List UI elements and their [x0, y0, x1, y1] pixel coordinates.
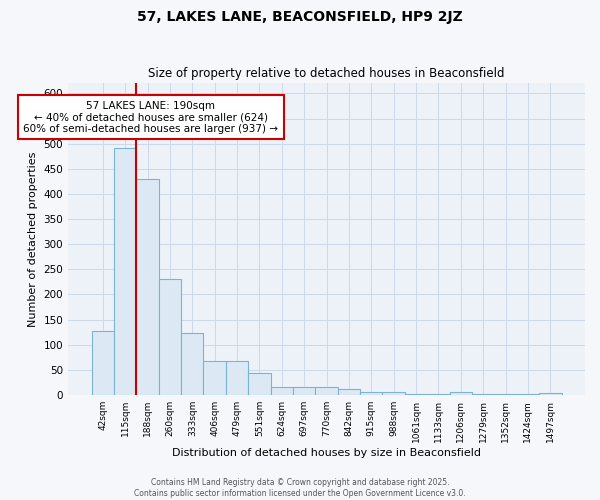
- Bar: [539, 393, 562, 395]
- Bar: [360, 392, 382, 395]
- Bar: [338, 390, 360, 395]
- Text: Contains HM Land Registry data © Crown copyright and database right 2025.
Contai: Contains HM Land Registry data © Crown c…: [134, 478, 466, 498]
- Bar: [472, 394, 494, 395]
- Text: 57, LAKES LANE, BEACONSFIELD, HP9 2JZ: 57, LAKES LANE, BEACONSFIELD, HP9 2JZ: [137, 10, 463, 24]
- Bar: [427, 394, 449, 395]
- Bar: [203, 361, 226, 395]
- Bar: [316, 388, 338, 395]
- Bar: [405, 394, 427, 395]
- Bar: [136, 179, 159, 395]
- Bar: [226, 361, 248, 395]
- Bar: [494, 394, 517, 395]
- Bar: [271, 388, 293, 395]
- Bar: [181, 332, 203, 395]
- Text: 57 LAKES LANE: 190sqm
← 40% of detached houses are smaller (624)
60% of semi-det: 57 LAKES LANE: 190sqm ← 40% of detached …: [23, 100, 278, 134]
- X-axis label: Distribution of detached houses by size in Beaconsfield: Distribution of detached houses by size …: [172, 448, 481, 458]
- Title: Size of property relative to detached houses in Beaconsfield: Size of property relative to detached ho…: [148, 66, 505, 80]
- Bar: [449, 392, 472, 395]
- Bar: [114, 148, 136, 395]
- Y-axis label: Number of detached properties: Number of detached properties: [28, 152, 38, 327]
- Bar: [248, 373, 271, 395]
- Bar: [92, 330, 114, 395]
- Bar: [159, 280, 181, 395]
- Bar: [382, 392, 405, 395]
- Bar: [293, 388, 316, 395]
- Bar: [517, 394, 539, 395]
